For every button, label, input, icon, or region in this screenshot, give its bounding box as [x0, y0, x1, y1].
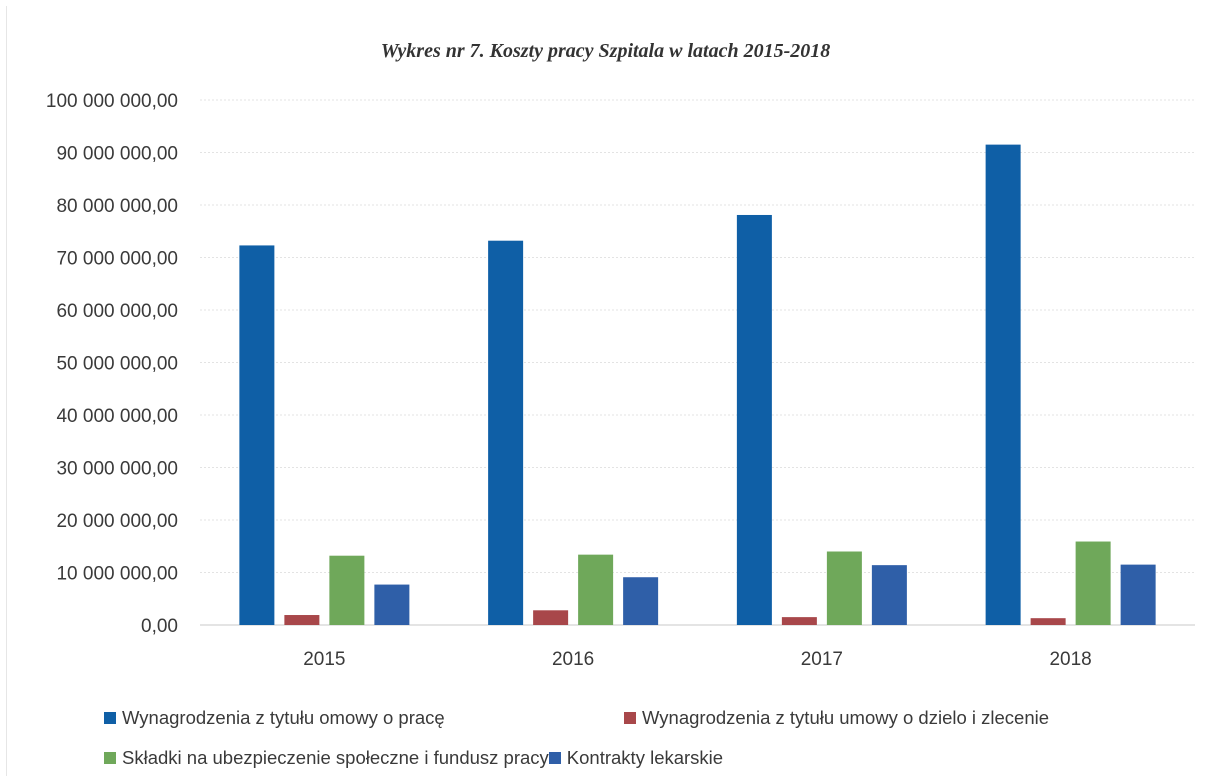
bar-2015-series-3: [329, 556, 364, 625]
bar-2018-series-2: [1031, 618, 1066, 625]
legend-label-kontrakty: Kontrakty lekarskie: [567, 747, 723, 769]
y-tick-label: 30 000 000,00: [56, 459, 178, 480]
legend-label-umowa-o-prace: Wynagrodzenia z tytułu omowy o pracę: [122, 707, 445, 729]
legend-item-dzielo-zlecenie: Wynagrodzenia z tytułu umowy o dzielo i …: [624, 707, 1049, 729]
x-tick-label: 2015: [303, 649, 345, 670]
legend-swatch-kontrakty: [549, 752, 561, 764]
y-tick-label: 40 000 000,00: [56, 406, 178, 427]
legend-label-skladki: Składki na ubezpieczenie społeczne i fun…: [122, 747, 549, 769]
bar-2017-series-2: [782, 617, 817, 625]
legend-item-kontrakty: Kontrakty lekarskie: [549, 747, 723, 769]
y-tick-label: 80 000 000,00: [56, 196, 178, 217]
x-tick-label: 2017: [801, 649, 843, 670]
y-tick-label: 70 000 000,00: [56, 249, 178, 270]
legend-item-umowa-o-prace: Wynagrodzenia z tytułu omowy o pracę: [104, 707, 624, 729]
bar-2016-series-4: [623, 577, 658, 625]
bar-2015-series-2: [284, 615, 319, 625]
bar-2016-series-2: [533, 610, 568, 625]
bar-2018-series-1: [986, 145, 1021, 625]
y-tick-label: 20 000 000,00: [56, 511, 178, 532]
bar-2018-series-4: [1121, 565, 1156, 625]
y-tick-label: 50 000 000,00: [56, 354, 178, 375]
bar-2016-series-1: [488, 241, 523, 625]
bar-2018-series-3: [1076, 542, 1111, 625]
y-tick-label: 100 000 000,00: [46, 91, 178, 112]
bar-2015-series-4: [374, 585, 409, 625]
bar-2017-series-1: [737, 215, 772, 625]
y-tick-label: 10 000 000,00: [56, 564, 178, 585]
bar-2016-series-3: [578, 555, 613, 625]
legend-label-dzielo-zlecenie: Wynagrodzenia z tytułu umowy o dzielo i …: [642, 707, 1049, 729]
legend-swatch-dzielo-zlecenie: [624, 712, 636, 724]
x-tick-label: 2016: [552, 649, 594, 670]
bar-2017-series-4: [872, 565, 907, 625]
legend-swatch-skladki: [104, 752, 116, 764]
x-tick-label: 2018: [1049, 649, 1091, 670]
bar-2017-series-3: [827, 552, 862, 626]
legend-item-skladki: Składki na ubezpieczenie społeczne i fun…: [104, 747, 549, 769]
legend-swatch-umowa-o-prace: [104, 712, 116, 724]
chart-legend: Wynagrodzenia z tytułu omowy o pracę Wyn…: [104, 698, 1184, 778]
y-tick-label: 0,00: [141, 616, 178, 637]
bar-2015-series-1: [239, 245, 274, 625]
y-tick-label: 90 000 000,00: [56, 144, 178, 165]
y-tick-label: 60 000 000,00: [56, 301, 178, 322]
